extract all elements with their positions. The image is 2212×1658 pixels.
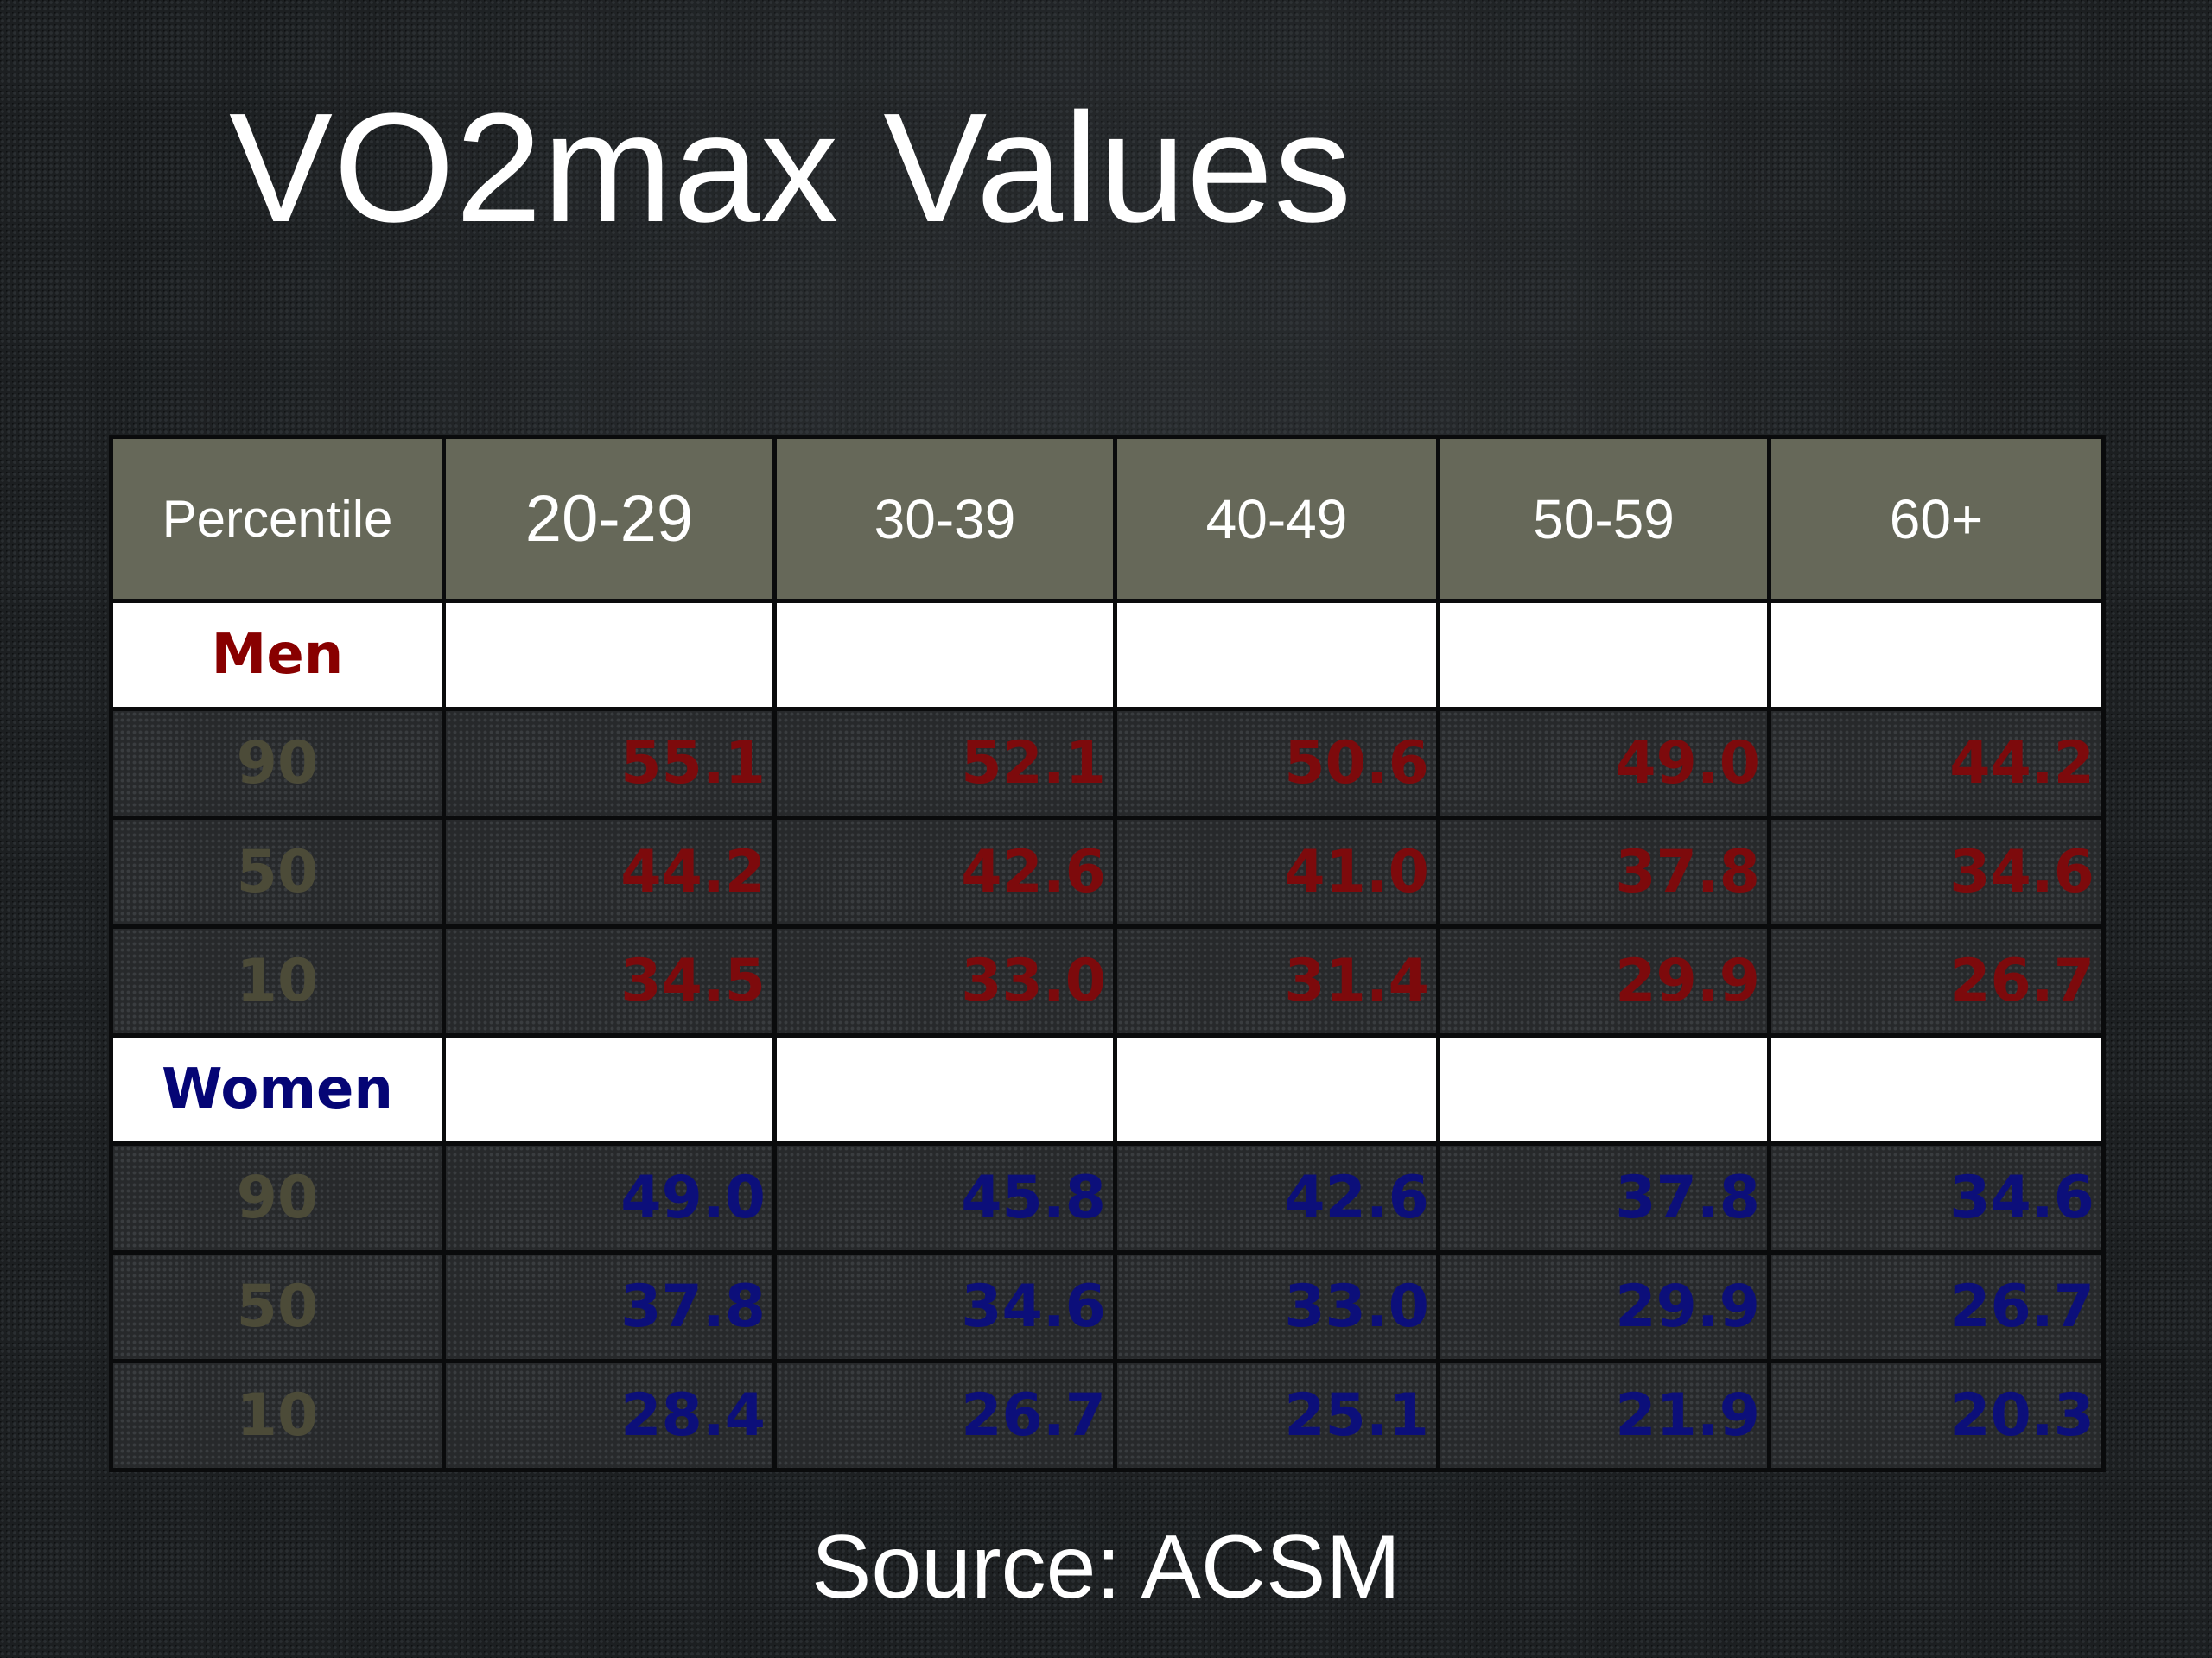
group-row-women: Women: [109, 1033, 2106, 1146]
value-cell: 28.4: [442, 1359, 777, 1472]
empty-cell: [1113, 599, 1440, 711]
group-label-women: Women: [109, 1033, 446, 1146]
header-age-60-plus: 60+: [1767, 435, 2106, 603]
value-cell: 31.4: [1113, 924, 1440, 1038]
value-cell: 26.7: [1767, 1250, 2106, 1363]
table-row: 50 44.2 42.6 41.0 37.8 34.6: [109, 816, 2106, 929]
empty-cell: [772, 599, 1117, 711]
table-row: 10 28.4 26.7 25.1 21.9 20.3: [109, 1359, 2106, 1472]
value-cell: 52.1: [772, 707, 1117, 820]
vo2max-table: Percentile 20-29 30-39 40-49 50-59 60+ M…: [109, 435, 2106, 1472]
empty-cell: [1767, 1033, 2106, 1146]
percentile-cell: 90: [109, 1141, 446, 1255]
group-label-men: Men: [109, 599, 446, 711]
value-cell: 26.7: [1767, 924, 2106, 1038]
value-cell: 44.2: [442, 816, 777, 929]
percentile-cell: 90: [109, 707, 446, 820]
value-cell: 25.1: [1113, 1359, 1440, 1472]
value-cell: 34.6: [772, 1250, 1117, 1363]
table-row: 90 55.1 52.1 50.6 49.0 44.2: [109, 707, 2106, 820]
value-cell: 37.8: [1436, 816, 1771, 929]
value-cell: 50.6: [1113, 707, 1440, 820]
value-cell: 26.7: [772, 1359, 1117, 1472]
header-age-40-49: 40-49: [1113, 435, 1440, 603]
value-cell: 45.8: [772, 1141, 1117, 1255]
percentile-cell: 10: [109, 1359, 446, 1472]
header-age-30-39: 30-39: [772, 435, 1117, 603]
value-cell: 37.8: [1436, 1141, 1771, 1255]
value-cell: 34.5: [442, 924, 777, 1038]
empty-cell: [772, 1033, 1117, 1146]
value-cell: 42.6: [772, 816, 1117, 929]
percentile-cell: 10: [109, 924, 446, 1038]
empty-cell: [442, 1033, 777, 1146]
value-cell: 44.2: [1767, 707, 2106, 820]
empty-cell: [1767, 599, 2106, 711]
value-cell: 34.6: [1767, 1141, 2106, 1255]
value-cell: 29.9: [1436, 1250, 1771, 1363]
value-cell: 41.0: [1113, 816, 1440, 929]
header-age-20-29: 20-29: [442, 435, 777, 603]
empty-cell: [442, 599, 777, 711]
value-cell: 20.3: [1767, 1359, 2106, 1472]
table-row: 90 49.0 45.8 42.6 37.8 34.6: [109, 1141, 2106, 1255]
value-cell: 49.0: [442, 1141, 777, 1255]
percentile-cell: 50: [109, 1250, 446, 1363]
empty-cell: [1436, 599, 1771, 711]
empty-cell: [1436, 1033, 1771, 1146]
value-cell: 34.6: [1767, 816, 2106, 929]
value-cell: 33.0: [1113, 1250, 1440, 1363]
table-row: 10 34.5 33.0 31.4 29.9 26.7: [109, 924, 2106, 1038]
source-caption: Source: ACSM: [810, 1517, 1402, 1617]
header-age-50-59: 50-59: [1436, 435, 1771, 603]
percentile-cell: 50: [109, 816, 446, 929]
value-cell: 33.0: [772, 924, 1117, 1038]
group-row-men: Men: [109, 599, 2106, 711]
value-cell: 37.8: [442, 1250, 777, 1363]
value-cell: 49.0: [1436, 707, 1771, 820]
table-row: 50 37.8 34.6 33.0 29.9 26.7: [109, 1250, 2106, 1363]
header-percentile: Percentile: [109, 435, 446, 603]
value-cell: 42.6: [1113, 1141, 1440, 1255]
empty-cell: [1113, 1033, 1440, 1146]
table-header-row: Percentile 20-29 30-39 40-49 50-59 60+: [109, 435, 2106, 603]
value-cell: 29.9: [1436, 924, 1771, 1038]
value-cell: 21.9: [1436, 1359, 1771, 1472]
slide-title: VO2max Values: [229, 81, 1353, 255]
value-cell: 55.1: [442, 707, 777, 820]
